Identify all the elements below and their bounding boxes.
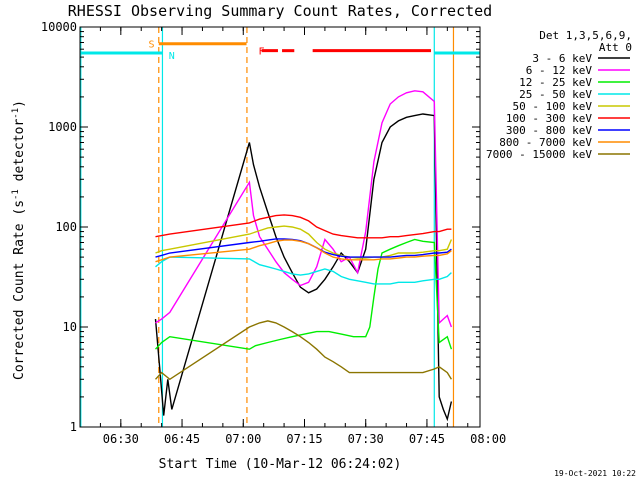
legend-entry-label: 6 - 12 keV	[526, 64, 593, 77]
annotation-label: N	[169, 51, 175, 62]
legend-header-line2: Att 0	[599, 41, 632, 54]
series-line	[155, 239, 452, 263]
axes-ticks: 1 10 100 1000 10000 06:30 06:45 07:00 07:15 07:30…	[41, 20, 506, 446]
series-line	[155, 256, 452, 285]
y-axis-label: Corrected Count Rate (s-1 detector-1)	[11, 100, 27, 380]
legend-header-line1: Det 1,3,5,6,9,	[539, 29, 632, 42]
x-tick-label: 07:45	[409, 432, 445, 446]
plot-clip-group	[80, 27, 480, 427]
legend-entry-label: 300 - 800 keV	[506, 124, 592, 137]
series-line	[154, 113, 453, 422]
x-tick-label: 08:00	[470, 432, 506, 446]
x-tick-label: 06:30	[103, 432, 139, 446]
y-tick-label: 10	[63, 320, 77, 334]
legend-entry-label: 7000 - 15000 keV	[486, 148, 592, 161]
series-line	[155, 225, 453, 259]
x-tick-label: 07:15	[286, 432, 322, 446]
y-tick-label: 100	[55, 220, 77, 234]
legend-entry-label: 3 - 6 keV	[532, 52, 592, 65]
series-line	[155, 90, 453, 328]
series-line	[155, 214, 452, 239]
x-axis-label: Start Time (10-Mar-12 06:24:02)	[159, 457, 402, 472]
y-label-mid: detector	[12, 119, 27, 190]
footer-date: 19-Oct-2021 10:22	[554, 469, 636, 478]
y-label-main: Corrected Count Rate (s	[12, 200, 27, 380]
series-line	[154, 238, 453, 350]
legend-entry-label: 100 - 300 keV	[506, 112, 592, 125]
y-tick-label: 1	[70, 420, 77, 434]
y-tick-label: 1000	[48, 120, 77, 134]
x-tick-label: 06:45	[164, 432, 200, 446]
legend-entry-label: 800 - 7000 keV	[499, 136, 592, 149]
y-tick-label: 10000	[41, 20, 77, 34]
series-line	[155, 238, 452, 258]
x-tick-label: 07:00	[225, 432, 261, 446]
annotation-label: F	[259, 47, 265, 58]
chart-title: RHESSI Observing Summary Count Rates, Co…	[68, 2, 492, 20]
series-line	[154, 320, 452, 381]
y-label-sup2: -1	[11, 108, 21, 119]
y-label-sup1: -1	[11, 189, 21, 200]
legend-entry-label: 50 - 100 keV	[513, 100, 593, 113]
x-tick-label: 07:30	[348, 432, 384, 446]
plot-area: S N F	[80, 27, 480, 427]
annotation-label: S	[149, 40, 155, 51]
y-label-end: )	[12, 100, 27, 108]
legend-entry-label: 12 - 25 keV	[519, 76, 592, 89]
legend-entry-label: 25 - 50 keV	[519, 88, 592, 101]
